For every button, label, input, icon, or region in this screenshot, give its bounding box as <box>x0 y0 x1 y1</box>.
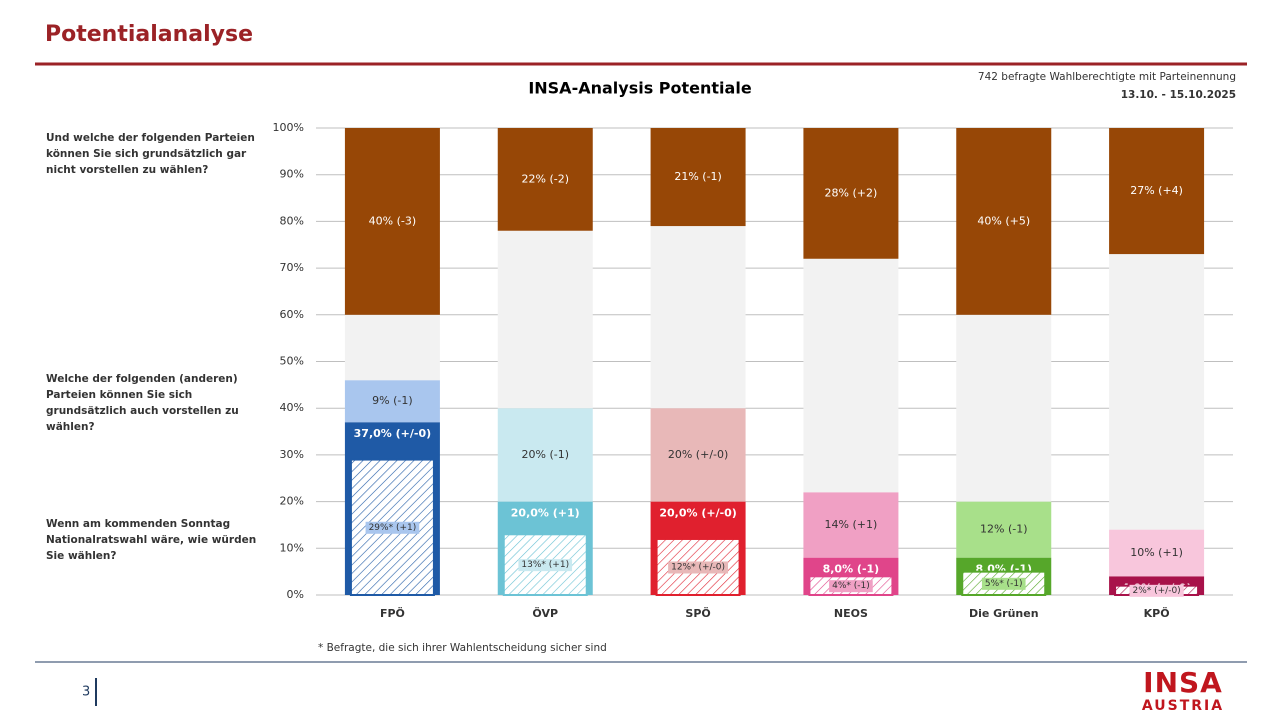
value-label: 20,0% (+/-0) <box>659 507 737 520</box>
label-box <box>981 577 1026 590</box>
bar-segment <box>650 128 746 227</box>
y-tick-label: 0% <box>287 588 304 601</box>
value-label: 20% (+/-0) <box>668 448 728 461</box>
y-tick-label: 30% <box>280 448 304 461</box>
bar-segment <box>344 380 440 423</box>
x-tick-label: FPÖ <box>380 606 405 620</box>
value-label: 21% (-1) <box>674 170 722 183</box>
bar-segment <box>344 314 440 381</box>
certain-voters-label: 2%* (+/-0) <box>1132 586 1180 596</box>
bar-segment <box>344 128 440 315</box>
value-label: 14% (+1) <box>825 518 878 531</box>
page-number: 3 <box>82 685 90 700</box>
certain-voters-label: 5%* (-1) <box>985 579 1023 589</box>
certain-voters-label: 4%* (-1) <box>832 581 870 591</box>
bar-segment <box>650 226 746 409</box>
value-label: 40% (-3) <box>369 214 417 227</box>
bar-segment <box>497 408 593 502</box>
bar-segment <box>803 258 899 493</box>
label-box <box>668 561 729 574</box>
bar-segment <box>497 128 593 231</box>
bar-segment <box>956 128 1052 315</box>
survey-period: 13.10. - 15.10.2025 <box>1121 89 1236 101</box>
y-tick-label: 80% <box>280 214 304 227</box>
bar-segment <box>803 492 899 558</box>
bar-segment <box>650 408 746 502</box>
y-tick-label: 20% <box>280 495 304 508</box>
y-tick-label: 60% <box>280 308 304 321</box>
label-box <box>1129 584 1184 597</box>
value-label: 28% (+2) <box>825 186 878 199</box>
bar-segment <box>1109 254 1205 530</box>
question-vote: Wenn am kommenden Sonntag Nationalratswa… <box>46 518 257 562</box>
bar-segment <box>1109 529 1205 577</box>
value-label: 9% (-1) <box>372 394 413 407</box>
x-tick-label: ÖVP <box>532 606 558 620</box>
bar-segment <box>956 314 1052 502</box>
value-label: 20,0% (+1) <box>511 507 580 520</box>
value-label: 37,0% (+/-0) <box>354 427 432 440</box>
logo: INSA <box>1143 666 1223 699</box>
x-tick-label: SPÖ <box>685 606 710 620</box>
logo-sub: AUSTRIA <box>1142 698 1224 714</box>
value-label: 22% (-2) <box>522 172 570 185</box>
bar-segment <box>956 501 1052 558</box>
y-tick-label: 100% <box>273 121 304 134</box>
certain-voters-label: 12%* (+/-0) <box>671 562 725 572</box>
y-tick-label: 40% <box>280 401 304 414</box>
bar-segment <box>1109 128 1205 255</box>
certain-voters-label: 13%* (+1) <box>521 560 569 570</box>
label-box <box>518 559 573 572</box>
sample-info: 742 befragte Wahlberechtigte mit Partein… <box>978 71 1236 83</box>
footnote: * Befragte, die sich ihrer Wahlentscheid… <box>318 642 607 654</box>
question-rejection: Und welche der folgenden Parteien können… <box>46 132 255 176</box>
y-tick-label: 90% <box>280 168 304 181</box>
value-label: 20% (-1) <box>522 448 570 461</box>
chart-title: INSA-Analysis Potentiale <box>528 79 752 98</box>
x-tick-label: NEOS <box>834 607 868 620</box>
value-label: 10% (+1) <box>1130 546 1183 559</box>
label-box <box>829 580 873 593</box>
x-tick-label: Die Grünen <box>969 607 1039 620</box>
value-label: 27% (+4) <box>1130 184 1183 197</box>
certain-voters-label: 29%* (+1) <box>369 523 417 533</box>
value-label: 8,0% (-1) <box>823 563 880 576</box>
bar-segment <box>497 230 593 409</box>
value-label: 40% (+5) <box>977 214 1030 227</box>
x-tick-label: KPÖ <box>1144 606 1170 620</box>
y-tick-label: 10% <box>280 541 304 554</box>
y-tick-label: 70% <box>280 261 304 274</box>
label-box <box>365 521 420 534</box>
bar-segment <box>803 128 899 259</box>
y-tick-label: 50% <box>280 355 304 368</box>
value-label: 12% (-1) <box>980 523 1028 536</box>
question-potential: Welche der folgenden (anderen) Parteien … <box>46 373 239 433</box>
slide-title: Potentialanalyse <box>45 22 253 47</box>
